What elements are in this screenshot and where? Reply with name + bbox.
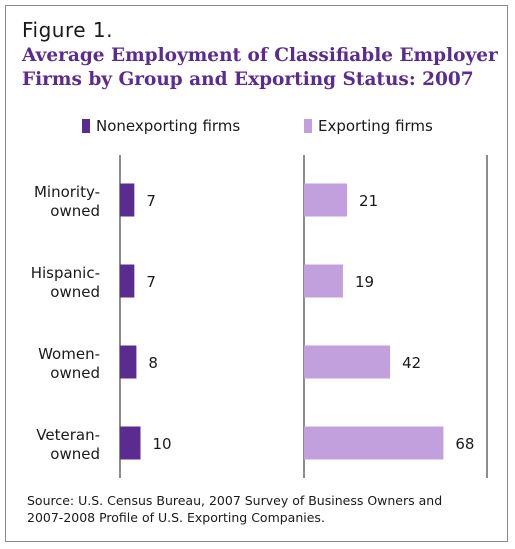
category-label: Minority-owned [34, 183, 100, 220]
legend-item-nonexporting: Nonexporting firms [82, 117, 240, 135]
category-label-line: Hispanic- [31, 264, 100, 282]
source-line-2: 2007-2008 Profile of U.S. Exporting Comp… [27, 510, 325, 525]
chart-title-line-1: Average Employment of Classifiable Emplo… [22, 45, 498, 66]
category-label-line: owned [50, 445, 100, 463]
category-label-line: owned [50, 202, 100, 220]
bar-nonexporting [120, 426, 141, 460]
data-label-exporting: 68 [455, 435, 474, 453]
category-label-line: Veteran- [36, 426, 100, 444]
data-label-exporting: 42 [402, 354, 421, 372]
category-label: Hispanic-owned [31, 264, 100, 301]
category-label-line: owned [50, 283, 100, 301]
chart-title: Average Employment of Classifiable Emplo… [22, 44, 502, 92]
source-note: Source: U.S. Census Bureau, 2007 Survey … [27, 492, 497, 526]
bar-exporting [304, 264, 343, 298]
category-label-line: Minority- [34, 183, 100, 201]
source-line-1: Source: U.S. Census Bureau, 2007 Survey … [27, 493, 443, 508]
figure-label: Figure 1. [22, 18, 114, 42]
bar-nonexporting [120, 183, 135, 217]
category-label: Veteran-owned [36, 426, 100, 463]
bar-nonexporting [120, 264, 135, 298]
figure-frame [5, 5, 508, 542]
category-label: Women-owned [38, 345, 100, 382]
data-label-nonexporting: 7 [146, 192, 156, 210]
bar-exporting [304, 345, 391, 379]
legend-item-exporting: Exporting firms [304, 117, 433, 135]
data-label-nonexporting: 7 [146, 273, 156, 291]
data-label-exporting: 19 [355, 273, 374, 291]
bar-nonexporting [120, 345, 137, 379]
legend-swatch-nonexporting [82, 119, 90, 133]
data-label-nonexporting: 8 [148, 354, 158, 372]
legend-swatch-exporting [304, 119, 312, 133]
data-label-exporting: 21 [359, 192, 378, 210]
chart-title-line-2: Firms by Group and Exporting Status: 200… [22, 69, 474, 90]
bar-exporting [304, 183, 348, 217]
data-label-nonexporting: 10 [153, 435, 172, 453]
bar-exporting [304, 426, 444, 460]
category-label-line: owned [50, 364, 100, 382]
legend-label-nonexporting: Nonexporting firms [96, 117, 241, 135]
category-label-line: Women- [38, 345, 100, 363]
legend-label-exporting: Exporting firms [318, 117, 433, 135]
